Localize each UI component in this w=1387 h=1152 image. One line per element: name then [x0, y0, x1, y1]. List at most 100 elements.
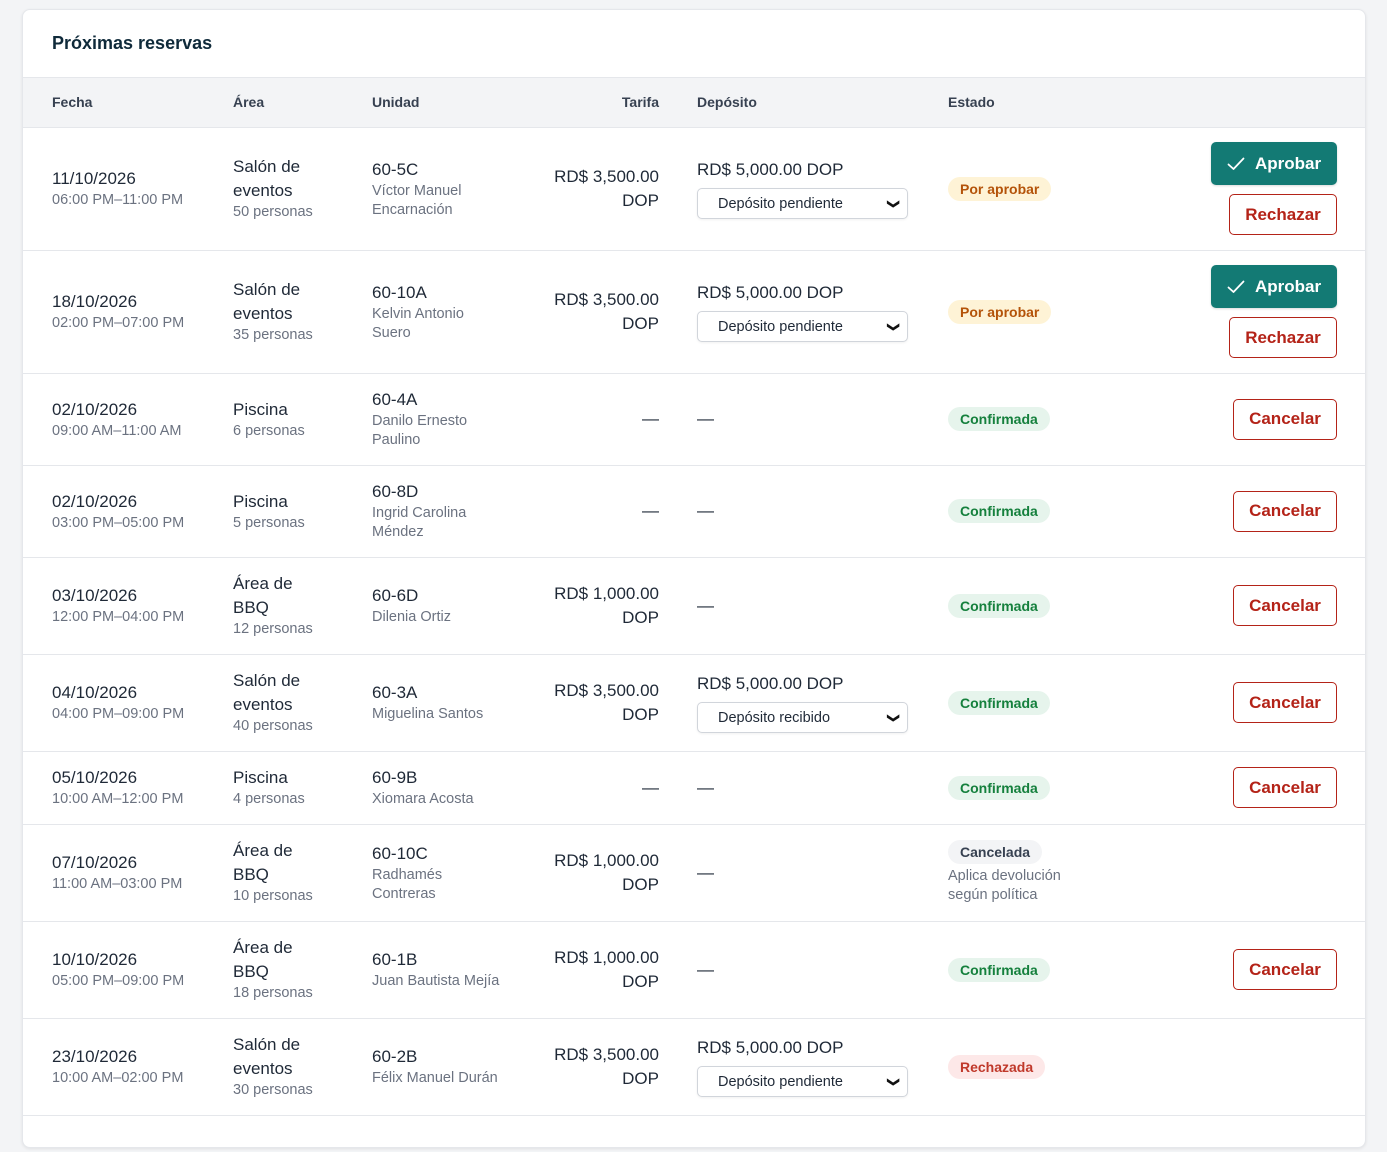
approve-label: Aprobar	[1254, 153, 1322, 173]
area-name: eventos	[233, 695, 293, 714]
date-cell: 03/10/2026 12:00 PM–04:00 PM	[23, 557, 233, 655]
status-cell: Confirmada	[948, 654, 1128, 752]
rate-cell: RD$ 1,000.00 DOP	[512, 824, 659, 922]
rate-cell: RD$ 3,500.00 DOP	[512, 1018, 659, 1116]
people-count: 35 personas	[233, 327, 313, 343]
column-header-tarifa: Tarifa	[512, 78, 659, 128]
unit-number: 60-9B	[372, 768, 418, 787]
unit-number: 60-10A	[372, 282, 427, 302]
unit-cell: 60-5C Víctor Manuel Encarnación	[372, 127, 512, 251]
deposit-cell: —	[659, 557, 948, 655]
reservation-time: 10:00 AM–02:00 PM	[52, 1070, 184, 1086]
rate-cell: —	[512, 751, 659, 825]
area-cell: Salón de eventos 40 personas	[233, 654, 372, 752]
cancel-button[interactable]: Cancelar	[1233, 585, 1337, 626]
column-header-unidad: Unidad	[372, 78, 512, 128]
unit-cell: 60-8D Ingrid Carolina Méndez	[372, 465, 512, 558]
table-row: 02/10/2026 03:00 PM–05:00 PM Piscina 5 pers…	[23, 465, 1365, 558]
cancel-button[interactable]: Cancelar	[1233, 949, 1337, 990]
deposit-amount: RD$ 5,000.00 DOP	[697, 160, 844, 179]
reject-button[interactable]: Rechazar	[1229, 194, 1337, 235]
rate-cell: RD$ 3,500.00 DOP	[512, 654, 659, 752]
table-row: 11/10/2026 06:00 PM–11:00 PM Salón de event…	[23, 127, 1365, 251]
date-cell: 05/10/2026 10:00 AM–12:00 PM	[23, 751, 233, 825]
resident-name: Radhamés	[372, 866, 443, 883]
area-name: eventos	[233, 304, 293, 323]
reservation-date: 11/10/2026	[52, 169, 136, 188]
people-count: 12 personas	[233, 621, 313, 637]
actions-cell: Cancelar	[1128, 751, 1365, 825]
unit-number: 60-5C	[372, 159, 419, 179]
reservation-time: 03:00 PM–05:00 PM	[52, 514, 185, 531]
area-name: BBQ	[233, 598, 269, 617]
status-badge: Por aprobar	[948, 176, 1052, 201]
unit-cell: 60-10C Radhamés Contreras	[372, 824, 512, 922]
cancel-button[interactable]: Cancelar	[1233, 398, 1337, 440]
unit-cell: 60-3A Miguelina Santos	[372, 654, 512, 752]
rate-cell: RD$ 1,000.00 DOP	[512, 557, 659, 655]
check-icon	[1227, 280, 1245, 294]
approve-button[interactable]: Aprobar	[1211, 265, 1337, 308]
cancel-button[interactable]: Cancelar	[1233, 490, 1337, 532]
reservation-time: 05:00 PM–09:00 PM	[52, 973, 185, 989]
resident-name: Kelvin Antonio	[372, 305, 464, 322]
people-count: 5 personas	[233, 514, 305, 531]
resident-name: Xiomara Acosta	[372, 791, 474, 807]
deposit-cell: —	[659, 465, 948, 558]
area-cell: Salón de eventos 30 personas	[233, 1018, 372, 1116]
rate-value: DOP	[622, 313, 659, 333]
actions-cell: Aprobar Rechazar	[1128, 127, 1365, 251]
rate-value: RD$ 1,000.00	[554, 583, 659, 603]
resident-name: Dilenia Ortiz	[372, 609, 451, 625]
actions-cell: Cancelar	[1128, 465, 1365, 558]
deposit-cell: RD$ 5,000.00 DOP Depósito pendiente ❯	[659, 250, 948, 374]
rate-value: —	[642, 501, 659, 520]
reservation-date: 07/10/2026	[52, 853, 138, 872]
deposit-status-value: Depósito pendiente	[718, 195, 843, 212]
check-icon	[1227, 157, 1245, 171]
resident-name: Víctor Manuel	[372, 182, 462, 199]
chevron-down-icon: ❯	[886, 1076, 901, 1087]
area-cell: Piscina 4 personas	[233, 751, 372, 825]
rate-value: DOP	[622, 971, 659, 991]
cancel-button[interactable]: Cancelar	[1233, 767, 1337, 808]
table-header-row: Fecha Área Unidad Tarifa Depósito Estado	[23, 78, 1365, 128]
unit-cell: 60-4A Danilo Ernesto Paulino	[372, 373, 512, 466]
rate-value: RD$ 1,000.00	[554, 850, 659, 870]
deposit-status-select[interactable]: Depósito pendiente ❯	[697, 1066, 908, 1097]
people-count: 6 personas	[233, 422, 305, 439]
people-count: 30 personas	[233, 1082, 313, 1098]
column-header-fecha: Fecha	[23, 78, 233, 128]
reservation-time: 06:00 PM–11:00 PM	[52, 192, 184, 208]
status-badge: Confirmada	[948, 690, 1050, 715]
area-name: Área de	[233, 841, 293, 860]
actions-cell: Aprobar Rechazar	[1128, 250, 1365, 374]
deposit-empty: —	[697, 862, 714, 882]
unit-number: 60-3A	[372, 683, 418, 702]
rate-cell: RD$ 3,500.00 DOP	[512, 127, 659, 251]
reject-button[interactable]: Rechazar	[1229, 317, 1337, 358]
deposit-status-value: Depósito pendiente	[718, 318, 843, 335]
deposit-empty: —	[697, 595, 714, 615]
reservation-date: 23/10/2026	[52, 1047, 138, 1066]
area-name: Salón de	[233, 671, 301, 690]
rate-value: RD$ 3,500.00	[554, 680, 659, 700]
table-row: 10/10/2026 05:00 PM–09:00 PM Área de BBQ 18 …	[23, 921, 1365, 1019]
unit-number: 60-2B	[372, 1047, 418, 1066]
deposit-status-select[interactable]: Depósito recibido ❯	[697, 702, 908, 733]
actions-cell: Cancelar	[1128, 557, 1365, 655]
reservation-time: 11:00 AM–03:00 PM	[52, 876, 183, 892]
reservation-date: 02/10/2026	[52, 399, 138, 419]
approve-button[interactable]: Aprobar	[1211, 142, 1337, 185]
rate-cell: —	[512, 373, 659, 466]
table-row: 04/10/2026 04:00 PM–09:00 PM Salón de event…	[23, 654, 1365, 752]
deposit-status-select[interactable]: Depósito pendiente ❯	[697, 188, 908, 219]
resident-name: Encarnación	[372, 201, 453, 218]
status-note: Aplica devolución según política	[948, 868, 1061, 903]
status-cell: Cancelada Aplica devolución según polític…	[948, 824, 1128, 922]
unit-cell: 60-1B Juan Bautista Mejía	[372, 921, 512, 1019]
status-badge: Por aprobar	[948, 299, 1052, 324]
deposit-status-select[interactable]: Depósito pendiente ❯	[697, 311, 908, 342]
cancel-button[interactable]: Cancelar	[1233, 682, 1337, 723]
date-cell: 10/10/2026 05:00 PM–09:00 PM	[23, 921, 233, 1019]
